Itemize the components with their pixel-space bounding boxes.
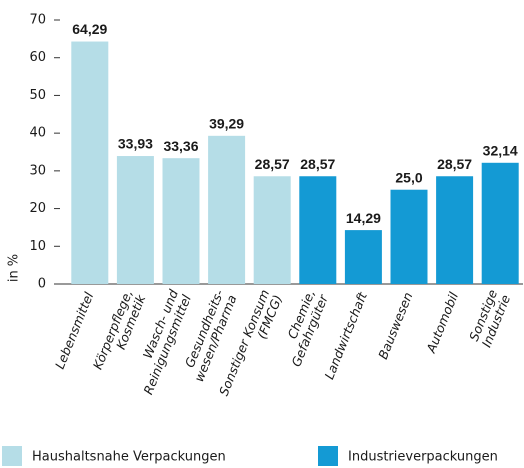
y-tick-label: 40: [29, 126, 46, 141]
bar: [116, 156, 154, 284]
legend-label: Haushaltsnahe Verpackungen: [32, 450, 226, 465]
bar: [299, 176, 337, 284]
y-tick-label: 30: [29, 163, 46, 178]
value-label: 25,0: [395, 169, 422, 185]
y-tick-label: 0: [38, 277, 46, 292]
y-tick-label: 20: [29, 201, 46, 216]
legend-swatch: [2, 446, 22, 466]
bar: [162, 158, 200, 284]
value-label: 32,14: [483, 142, 518, 158]
bar: [436, 176, 474, 284]
bar: [344, 230, 382, 284]
y-axis-label: in %: [7, 254, 22, 282]
value-label: 33,36: [163, 138, 198, 154]
x-tick-label: Bauswesen: [375, 290, 415, 361]
value-label: 33,93: [118, 136, 153, 152]
y-tick-label: 10: [29, 239, 46, 254]
x-tick-label-line: Lebensmittel: [51, 289, 96, 371]
y-tick-label: 60: [29, 50, 46, 65]
bar: [390, 189, 428, 284]
y-tick-label: 70: [29, 13, 46, 28]
value-label: 28,57: [255, 156, 290, 172]
bar: [481, 162, 519, 284]
legend-swatch: [318, 446, 338, 466]
bar: [71, 41, 109, 285]
value-label: 28,57: [437, 156, 472, 172]
x-tick-label: Automobil: [422, 289, 460, 355]
x-tick-label-line: Automobil: [422, 289, 460, 355]
value-label: 28,57: [300, 156, 335, 172]
value-label: 39,29: [209, 116, 244, 132]
value-label: 14,29: [346, 210, 381, 226]
bar: [253, 176, 291, 284]
y-tick-label: 50: [29, 88, 46, 103]
x-tick-label: Lebensmittel: [51, 289, 96, 371]
value-label: 64,29: [72, 21, 107, 37]
x-tick-label: SonstigeIndustrie: [465, 287, 513, 349]
legend-label: Industrieverpackungen: [348, 450, 498, 465]
bar: [208, 135, 246, 284]
x-tick-label: Körperpflege,Kosmetik: [89, 287, 148, 377]
x-tick-label-line: Bauswesen: [375, 290, 415, 361]
